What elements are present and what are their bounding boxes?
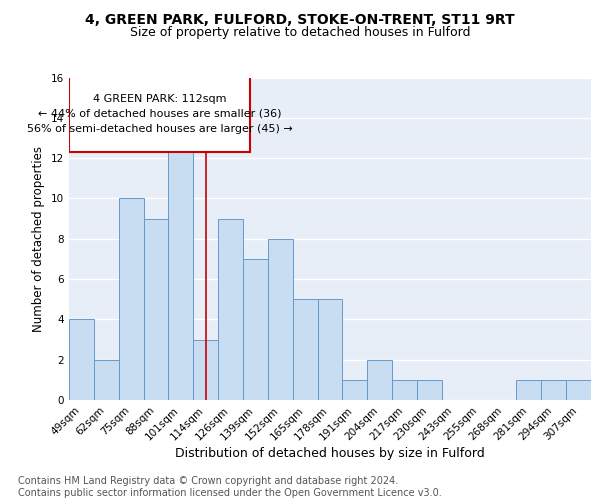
Y-axis label: Number of detached properties: Number of detached properties [32,146,46,332]
Bar [566,380,591,400]
Text: Contains HM Land Registry data © Crown copyright and database right 2024.
Contai: Contains HM Land Registry data © Crown c… [18,476,442,498]
Bar [268,239,293,400]
X-axis label: Distribution of detached houses by size in Fulford: Distribution of detached houses by size … [175,448,485,460]
Bar [243,259,268,400]
Bar [417,380,442,400]
Bar [119,198,143,400]
Bar [343,380,367,400]
Text: Size of property relative to detached houses in Fulford: Size of property relative to detached ho… [130,26,470,39]
Text: 4 GREEN PARK: 112sqm
← 44% of detached houses are smaller (36)
56% of semi-detac: 4 GREEN PARK: 112sqm ← 44% of detached h… [27,94,293,134]
FancyBboxPatch shape [69,76,250,152]
Text: 4, GREEN PARK, FULFORD, STOKE-ON-TRENT, ST11 9RT: 4, GREEN PARK, FULFORD, STOKE-ON-TRENT, … [85,12,515,26]
Bar [94,360,119,400]
Bar [317,299,343,400]
Bar [392,380,417,400]
Bar [143,218,169,400]
Bar [193,340,218,400]
Bar [169,138,193,400]
Bar [541,380,566,400]
Bar [218,218,243,400]
Bar [517,380,541,400]
Bar [367,360,392,400]
Bar [69,320,94,400]
Bar [293,299,317,400]
